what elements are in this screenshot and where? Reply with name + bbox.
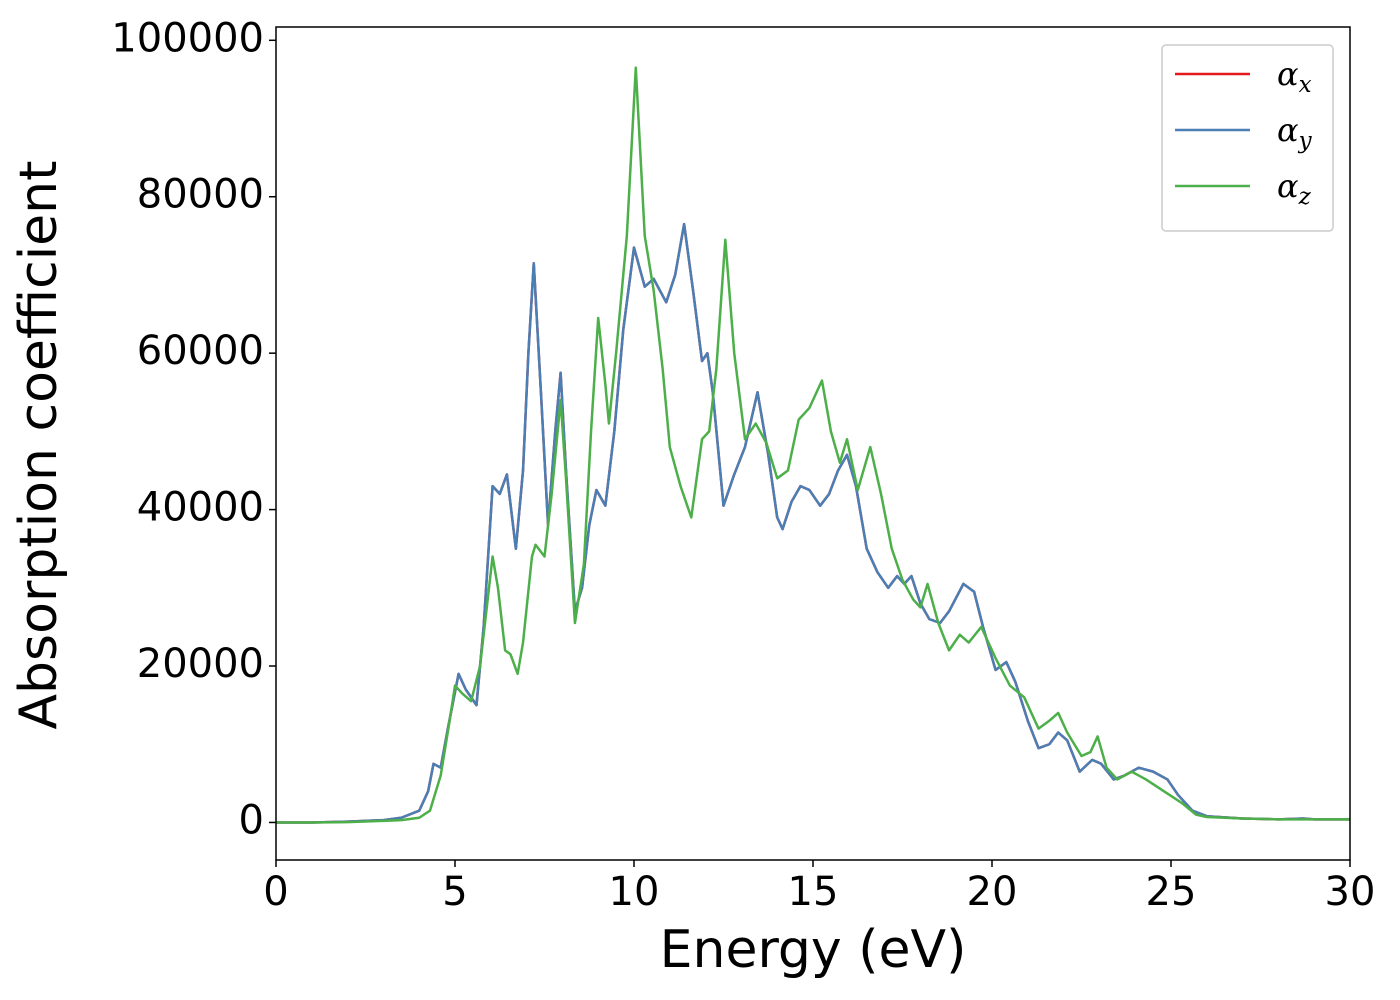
x-tick-label: 5	[442, 869, 467, 915]
x-tick-label: 0	[263, 869, 288, 915]
y-axis-label: Absorption coefficient	[9, 160, 69, 729]
x-tick-label: 15	[788, 869, 839, 915]
legend-subscript: x	[1299, 72, 1312, 98]
x-tick-label: 25	[1146, 869, 1197, 915]
x-tick-label: 20	[967, 869, 1018, 915]
legend-subscript: y	[1298, 128, 1313, 154]
series-line	[276, 222, 1350, 824]
x-tick-label: 30	[1325, 869, 1376, 915]
x-tick-label: 10	[609, 869, 660, 915]
y-tick-label: 20000	[137, 641, 264, 687]
y-tick-label: 100000	[111, 15, 264, 61]
legend-subscript: z	[1298, 184, 1312, 210]
y-tick-label: 60000	[137, 328, 264, 374]
y-tick-label: 0	[239, 797, 264, 843]
y-tick-label: 40000	[137, 485, 264, 531]
legend-box	[1161, 44, 1334, 232]
y-tick-label: 80000	[137, 172, 264, 218]
x-axis-label: Energy (eV)	[660, 920, 967, 980]
plot-frame	[275, 26, 1351, 861]
series-line	[276, 66, 1350, 824]
series-line	[276, 222, 1350, 824]
plot-lines	[276, 66, 1350, 824]
